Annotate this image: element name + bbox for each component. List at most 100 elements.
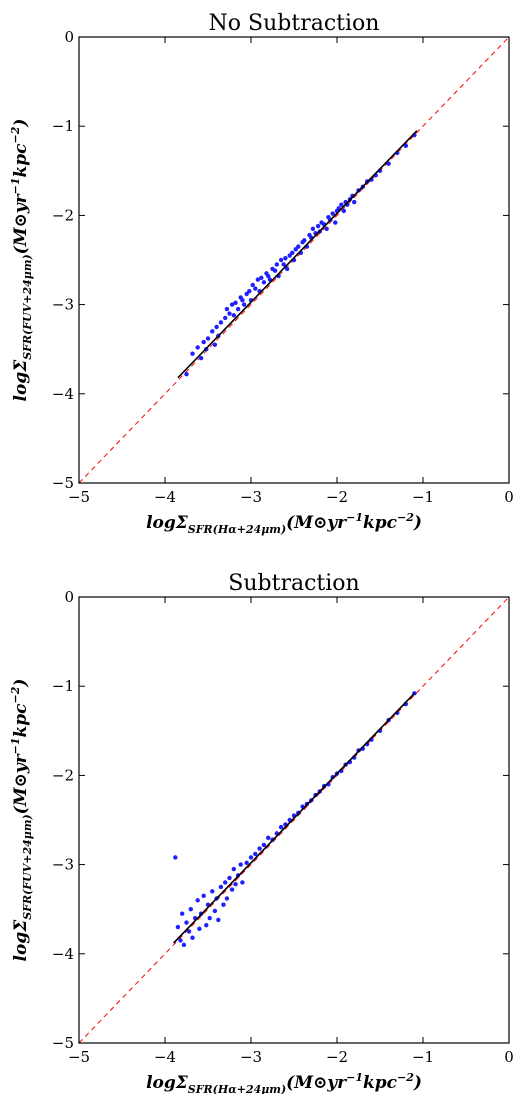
data-point: [223, 880, 228, 885]
data-point: [341, 208, 347, 214]
y-tick-label: −1: [52, 117, 74, 135]
chart-title: No Subtraction: [209, 11, 380, 36]
data-point: [201, 893, 206, 899]
data-point: [339, 202, 344, 207]
fit-line: [177, 130, 418, 379]
data-point: [352, 199, 357, 205]
data-point: [178, 938, 183, 943]
data-point: [324, 226, 329, 231]
data-point: [197, 926, 202, 932]
x-axis-label: logΣSFR(Hα+24μm)(M⊙yr−1kpc−2): [146, 511, 422, 536]
data-point: [274, 262, 279, 267]
data-point: [281, 262, 286, 267]
data-point: [261, 842, 267, 848]
data-point: [247, 289, 252, 294]
data-point: [244, 860, 249, 866]
data-point: [386, 161, 391, 166]
y-tick-label: −2: [52, 206, 74, 224]
fit-line: [173, 692, 415, 944]
data-point: [218, 320, 224, 325]
data-point: [284, 266, 290, 272]
y-tick-label: −5: [52, 474, 74, 492]
data-point: [207, 915, 212, 921]
data-point: [310, 226, 316, 231]
data-point: [190, 935, 195, 940]
data-point: [315, 223, 321, 229]
data-point: [180, 911, 185, 916]
x-tick-label: −1: [412, 488, 434, 506]
plot-frame: [78, 36, 510, 484]
data-point: [205, 336, 211, 341]
y-tick-label: −4: [52, 945, 74, 963]
data-point: [255, 277, 261, 282]
x-tick-label: −1: [412, 1048, 434, 1066]
x-tick-label: 0: [504, 488, 514, 506]
data-point: [240, 297, 245, 303]
data-point: [188, 907, 193, 912]
data-point: [221, 902, 226, 907]
y-tick-label: −4: [52, 385, 74, 403]
data-point: [224, 896, 230, 901]
data-point: [227, 311, 232, 316]
data-point: [186, 929, 192, 934]
data-point: [198, 355, 204, 361]
x-tick-label: −5: [68, 1048, 90, 1066]
data-point: [261, 280, 267, 285]
y-tick-label: 0: [64, 28, 74, 46]
data-point: [184, 371, 189, 377]
data-point: [231, 313, 236, 318]
data-point: [250, 282, 255, 288]
one-to-one-line: [78, 596, 510, 1044]
data-point: [212, 908, 218, 914]
data-point: [253, 851, 258, 857]
data-point: [253, 286, 258, 291]
data-point: [238, 862, 243, 867]
data-point: [231, 866, 236, 872]
x-tick-label: −4: [154, 1048, 176, 1066]
data-point: [216, 917, 221, 923]
data-point: [240, 880, 245, 885]
data-point: [175, 924, 181, 930]
y-tick-label: −5: [52, 1034, 74, 1052]
data-point: [233, 882, 238, 887]
y-tick-label: −3: [52, 296, 74, 314]
chart-panel: No Subtraction −5 −4 −3 −2 −1 0 −5 −4 −3 −2 −1 0 logΣ…: [9, 11, 514, 536]
data-point: [278, 257, 284, 263]
data-point: [218, 884, 224, 890]
y-axis-label: logΣSFR(FUV+24μm)(M⊙yr−1kpc−2): [9, 679, 34, 962]
data-point: [210, 889, 215, 894]
data-point: [272, 268, 278, 273]
data-point: [195, 898, 200, 903]
data-point: [173, 855, 178, 860]
data-point: [227, 875, 232, 881]
x-tick-label: −3: [240, 1048, 262, 1066]
data-point: [224, 306, 230, 312]
data-point: [259, 275, 264, 281]
x-tick-label: −3: [240, 488, 262, 506]
data-point: [290, 250, 295, 256]
data-point: [241, 302, 247, 307]
data-point: [195, 345, 200, 350]
data-point: [190, 351, 195, 356]
data-point: [266, 273, 271, 279]
data-point: [204, 923, 209, 928]
data-point: [266, 835, 271, 841]
data-point: [302, 238, 307, 243]
data-point: [229, 887, 235, 892]
chart-title: Subtraction: [228, 571, 359, 596]
data-point: [330, 211, 335, 216]
y-tick-label: −3: [52, 856, 74, 874]
data-points: [184, 132, 417, 377]
y-tick-label: −2: [52, 766, 74, 784]
data-point: [248, 855, 254, 860]
data-point: [233, 300, 238, 306]
x-tick-label: −2: [326, 1048, 348, 1066]
data-point: [257, 846, 262, 851]
y-tick-label: 0: [64, 588, 74, 606]
data-point: [181, 942, 187, 948]
data-point: [333, 220, 338, 225]
data-point: [296, 244, 301, 249]
x-tick-label: −2: [326, 488, 348, 506]
x-tick-label: −5: [68, 488, 90, 506]
data-point: [278, 824, 284, 830]
